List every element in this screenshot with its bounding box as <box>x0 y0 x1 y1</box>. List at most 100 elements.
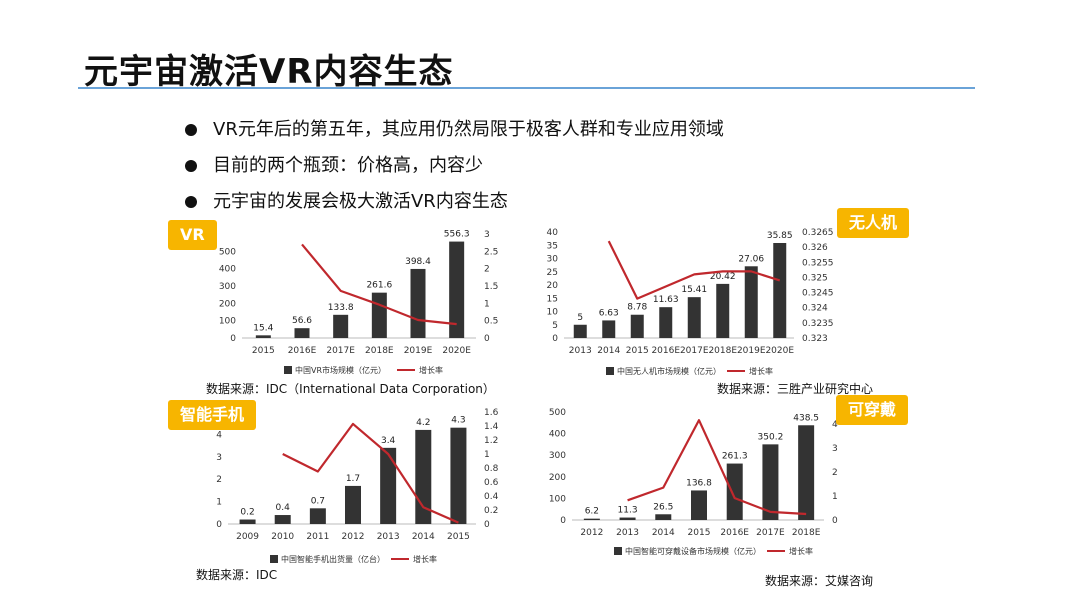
bar <box>450 427 467 524</box>
x-tick-label: 2014 <box>652 528 675 538</box>
bullet-list: VR元年后的第五年，其应用仍然局限于极客人群和专业应用领域 目前的两个瓶颈：价格… <box>183 112 724 220</box>
drone-source-note: 数据来源：三胜产业研究中心 <box>717 382 874 396</box>
bar <box>410 268 426 338</box>
growth-rate-line <box>607 240 781 300</box>
bar <box>773 242 787 338</box>
y-right-tick-label: 1.6 <box>484 408 499 418</box>
bar <box>573 324 587 338</box>
y-right-tick-label: 0 <box>832 516 838 526</box>
y-left-tick-label: 100 <box>549 494 566 504</box>
x-tick-label: 2013 <box>616 528 639 538</box>
drone-chart-svg: 0 5 10 15 20 25 30 35 40 0.323 0.3235 0.324 0.3245 0.… <box>547 228 834 376</box>
bar-value-label: 556.3 <box>444 230 470 240</box>
x-tick-label: 2020E <box>442 346 471 356</box>
smartphone-chart: 0 1 2 3 4 0 0.2 0.4 0.6 0.8 1 1.2 1.4 1.6 0.2 2009 0.4 20… <box>214 400 510 572</box>
y-left-tick-label: 35 <box>547 241 558 251</box>
legend-line-label: 增长率 <box>419 365 443 375</box>
y-left-tick-label: 300 <box>219 282 236 292</box>
y-left-tick-label: 400 <box>549 430 566 440</box>
y-right-tick-label: 4 <box>832 420 838 430</box>
bar-value-label: 4.3 <box>451 416 465 426</box>
x-tick-label: 2010 <box>271 532 294 542</box>
legend-bar-swatch <box>614 547 622 555</box>
smartphone-source-note: 数据来源：IDC <box>196 568 278 582</box>
y-left-tick-label: 500 <box>549 408 566 418</box>
bar-value-label: 3.4 <box>381 436 396 446</box>
wearable-tag: 可穿戴 <box>836 395 909 425</box>
bar-value-label: 398.4 <box>405 257 431 267</box>
y-left-tick-label: 0 <box>216 520 222 530</box>
bar-value-label: 56.6 <box>292 316 312 326</box>
bar <box>239 519 256 524</box>
bar-value-label: 11.3 <box>618 506 638 516</box>
y-right-tick-label: 1 <box>484 299 490 309</box>
bar-value-label: 6.63 <box>599 308 619 318</box>
bar-value-label: 350.2 <box>758 432 784 442</box>
bullet-item: 元宇宙的发展会极大激活VR内容生态 <box>183 184 724 220</box>
legend-bar-swatch <box>284 366 292 374</box>
y-right-tick-label: 0.2 <box>484 506 498 516</box>
x-tick-label: 2018E <box>708 346 737 356</box>
y-right-tick-label: 1.2 <box>484 436 498 446</box>
legend-line-label: 增长率 <box>413 554 437 564</box>
y-left-tick-label: 10 <box>547 308 559 318</box>
x-tick-label: 2014 <box>597 346 620 356</box>
y-right-tick-label: 0.323 <box>802 334 828 344</box>
vr-source-note: 数据来源：IDC（International Data Corporation） <box>206 382 495 396</box>
bar-value-label: 4.2 <box>416 418 430 428</box>
bar <box>619 517 636 520</box>
y-left-tick-label: 40 <box>547 228 559 238</box>
x-tick-label: 2018E <box>365 346 394 356</box>
y-left-tick-label: 3 <box>216 453 222 463</box>
bar-value-label: 438.5 <box>793 413 819 423</box>
y-right-tick-label: 0.326 <box>802 243 828 253</box>
legend-bar-swatch <box>270 555 278 563</box>
bar <box>345 485 361 524</box>
bar <box>798 425 815 520</box>
bar-value-label: 15.4 <box>253 323 273 333</box>
y-right-tick-label: 0.3265 <box>802 228 834 238</box>
legend-line-label: 增长率 <box>789 546 813 556</box>
bar <box>655 514 672 520</box>
bar-value-label: 1.7 <box>346 474 360 484</box>
y-right-tick-label: 0 <box>484 334 490 344</box>
bar-value-label: 0.7 <box>311 496 325 506</box>
x-tick-label: 2019E <box>737 346 766 356</box>
y-right-tick-label: 1.4 <box>484 422 499 432</box>
y-right-tick-label: 0.4 <box>484 492 499 502</box>
y-left-tick-label: 0 <box>560 516 566 526</box>
y-left-tick-label: 300 <box>549 451 566 461</box>
vr-chart-svg: 0 100 200 300 400 500 0 0.5 1 1.5 2 2.5 3 15.4 2015 56.… <box>219 230 499 375</box>
drone-tag: 无人机 <box>837 208 910 238</box>
y-left-tick-label: 30 <box>547 255 559 265</box>
x-tick-label: 2019E <box>404 346 433 356</box>
x-tick-label: 2017E <box>756 528 785 538</box>
bar-value-label: 11.63 <box>653 295 679 305</box>
x-tick-label: 2016E <box>720 528 749 538</box>
x-tick-label: 2012 <box>580 528 603 538</box>
y-right-tick-label: 0 <box>484 520 490 530</box>
x-tick-label: 2015 <box>447 532 470 542</box>
title-underline <box>78 87 975 89</box>
y-right-tick-label: 0.6 <box>484 478 499 488</box>
y-right-tick-label: 1 <box>832 492 838 502</box>
bar <box>309 508 326 524</box>
bar <box>274 515 291 524</box>
bar-value-label: 8.78 <box>627 303 647 313</box>
bar <box>380 447 397 524</box>
x-tick-label: 2015 <box>626 346 649 356</box>
y-left-tick-label: 15 <box>547 294 558 304</box>
bar-value-label: 35.85 <box>767 231 793 241</box>
bar <box>726 463 743 520</box>
bar <box>687 297 701 338</box>
x-tick-label: 2013 <box>569 346 592 356</box>
bar-value-label: 133.8 <box>328 303 354 313</box>
y-left-tick-label: 0 <box>230 334 236 344</box>
y-right-tick-label: 0.8 <box>484 464 499 474</box>
x-tick-label: 2020E <box>765 346 794 356</box>
y-left-tick-label: 0 <box>552 334 558 344</box>
x-tick-label: 2016E <box>651 346 680 356</box>
x-tick-label: 2009 <box>236 532 259 542</box>
legend-bar-label: 中国智能可穿戴设备市场规模（亿元） <box>625 546 761 556</box>
y-left-tick-label: 500 <box>219 247 236 257</box>
